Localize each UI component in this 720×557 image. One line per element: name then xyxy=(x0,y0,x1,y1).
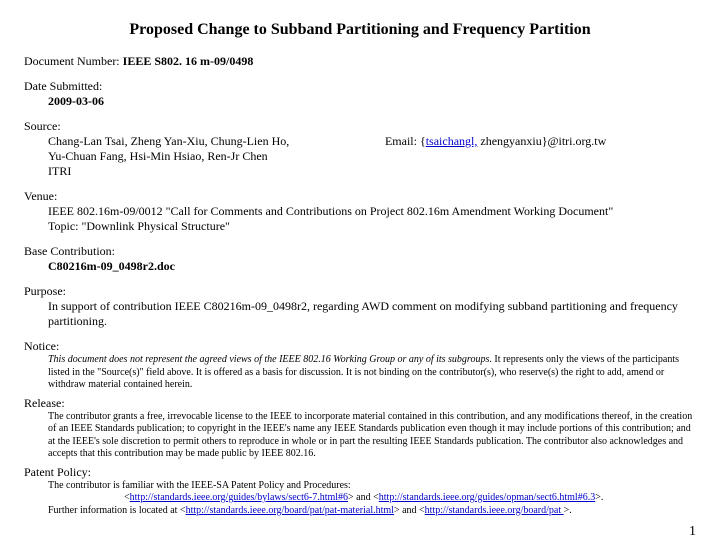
date-section: Date Submitted: 2009-03-06 xyxy=(24,79,696,109)
patent-section: Patent Policy: The contributor is famili… xyxy=(24,465,696,518)
patent-links-row1: <http://standards.ieee.org/guides/bylaws… xyxy=(24,492,696,505)
source-label: Source: xyxy=(24,119,696,134)
notice-text: This document does not represent the agr… xyxy=(24,354,696,392)
doc-number-label: Document Number: xyxy=(24,54,123,68)
email-rest: zhengyanxiu}@itri.org.tw xyxy=(477,134,606,148)
release-text: The contributor grants a free, irrevocab… xyxy=(24,411,696,461)
patent-link-1[interactable]: http://standards.ieee.org/guides/bylaws/… xyxy=(130,492,348,503)
source-section: Source: Chang-Lan Tsai, Zheng Yan-Xiu, C… xyxy=(24,119,696,179)
patent-and-2: and xyxy=(400,505,419,516)
doc-number-section: Document Number: IEEE S802. 16 m-09/0498 xyxy=(24,54,696,69)
venue-section: Venue: IEEE 802.16m-09/0012 "Call for Co… xyxy=(24,189,696,234)
venue-line2: Topic: "Downlink Physical Structure" xyxy=(24,219,696,234)
notice-section: Notice: This document does not represent… xyxy=(24,339,696,392)
source-names-1: Chang-Lan Tsai, Zheng Yan-Xiu, Chung-Lie… xyxy=(48,134,385,149)
purpose-label: Purpose: xyxy=(24,284,696,299)
patent-line1: The contributor is familiar with the IEE… xyxy=(24,480,696,493)
patent-and-1: and xyxy=(354,492,373,503)
notice-label: Notice: xyxy=(24,339,696,354)
venue-label: Venue: xyxy=(24,189,696,204)
release-label: Release: xyxy=(24,396,696,411)
purpose-section: Purpose: In support of contribution IEEE… xyxy=(24,284,696,329)
patent-link-2[interactable]: http://standards.ieee.org/guides/opman/s… xyxy=(379,492,595,503)
date-value: 2009-03-06 xyxy=(24,94,696,109)
base-value: C80216m-09_0498r2.doc xyxy=(24,259,696,274)
base-label: Base Contribution: xyxy=(24,244,696,259)
source-email: Email: {tsaichangl, zhengyanxiu}@itri.or… xyxy=(385,134,696,149)
patent-line2: Further information is located at <http:… xyxy=(24,505,696,518)
notice-italic: This document does not represent the agr… xyxy=(48,354,489,365)
purpose-value: In support of contribution IEEE C80216m-… xyxy=(24,299,696,329)
release-section: Release: The contributor grants a free, … xyxy=(24,396,696,461)
patent-link-4[interactable]: http://standards.ieee.org/board/pat xyxy=(425,505,564,516)
doc-number-value: IEEE S802. 16 m-09/0498 xyxy=(123,54,254,68)
source-names-2: Yu-Chuan Fang, Hsi-Min Hsiao, Ren-Jr Che… xyxy=(48,149,696,164)
date-label: Date Submitted: xyxy=(24,79,696,94)
patent-label: Patent Policy: xyxy=(24,465,696,480)
page-title: Proposed Change to Subband Partitioning … xyxy=(24,20,696,40)
patent-line2-pre: Further information is located at xyxy=(48,505,180,516)
email-link[interactable]: tsaichangl, xyxy=(426,134,478,148)
page-number: 1 xyxy=(24,523,696,541)
source-org: ITRI xyxy=(48,164,696,179)
patent-link-3[interactable]: http://standards.ieee.org/board/pat/pat-… xyxy=(186,505,394,516)
email-label: Email: { xyxy=(385,134,426,148)
venue-line1: IEEE 802.16m-09/0012 "Call for Comments … xyxy=(24,204,696,219)
base-section: Base Contribution: C80216m-09_0498r2.doc xyxy=(24,244,696,274)
